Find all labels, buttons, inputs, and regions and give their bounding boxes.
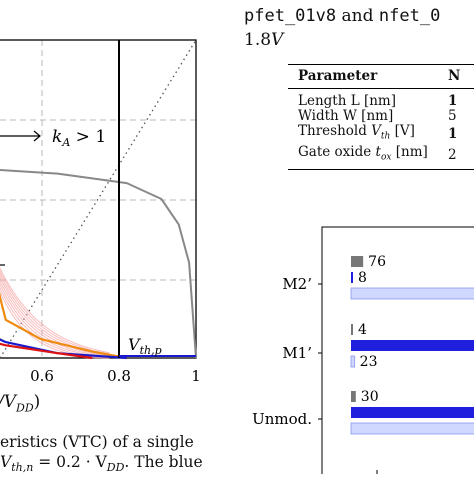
ka-arrow bbox=[0, 130, 41, 142]
vtc-series-line bbox=[0, 342, 93, 360]
bar bbox=[351, 407, 474, 418]
vtc-grid bbox=[0, 40, 196, 358]
param-label: Length L [nm] bbox=[298, 93, 396, 109]
table-row: Gate oxide tox [nm] 2 bbox=[288, 143, 457, 166]
vtc-series-line bbox=[0, 292, 128, 360]
right-text-line-2: 1.8V bbox=[244, 30, 284, 50]
vtc-red-family-curve bbox=[0, 269, 110, 355]
param-table-top-rule bbox=[288, 64, 474, 65]
bar-value-label: 4 bbox=[358, 322, 367, 338]
category-label-m2: M2’ bbox=[282, 275, 312, 293]
vtc-red-family-curve bbox=[0, 267, 110, 354]
bar bbox=[351, 256, 364, 267]
vtc-caption-line-1: eristics (VTC) of a single bbox=[0, 433, 194, 451]
bar bbox=[351, 391, 356, 402]
vtc-red-family-curve bbox=[0, 272, 110, 356]
param-header-n: N bbox=[448, 68, 461, 84]
bar bbox=[351, 324, 353, 335]
vtc-series-line bbox=[0, 169, 197, 359]
bar bbox=[350, 287, 474, 300]
bar-value-label: 8 bbox=[358, 270, 367, 286]
vtc-red-family-curve bbox=[0, 275, 110, 357]
bar-value-label: 76 bbox=[368, 254, 386, 270]
param-value: 2 bbox=[448, 146, 457, 163]
param-header-parameter: Parameter bbox=[298, 68, 378, 84]
bar-value-label: 23 bbox=[360, 354, 378, 370]
bar-chart-bars: 768 4 23 30 bbox=[350, 254, 474, 435]
param-table: Parameter N bbox=[288, 65, 460, 88]
category-label-unmod: Unmod. bbox=[252, 410, 312, 428]
param-table-wrap: Parameter N Length L [nm] 1 Width W [nm]… bbox=[288, 64, 474, 171]
bar bbox=[351, 272, 353, 283]
vtc-xlabel: /VDD) bbox=[0, 392, 41, 415]
vtc-caption-line-2: Vth,n = 0.2 · VDD. The blue bbox=[0, 453, 203, 475]
param-table-mid-rule bbox=[288, 88, 474, 89]
param-value: 1 bbox=[448, 125, 458, 142]
vthp-annotation: Vth,p bbox=[128, 335, 162, 357]
param-label: Gate oxide tox [nm] bbox=[298, 143, 428, 163]
bar bbox=[351, 340, 474, 351]
x-tick-1: 1 bbox=[191, 367, 201, 385]
param-value: 1 bbox=[448, 93, 458, 109]
bar bbox=[350, 355, 356, 368]
x-tick-0-6: 0.6 bbox=[30, 367, 54, 385]
bar-chart: M2’ M1’ Unmod. 768 4 23 30 bbox=[252, 226, 474, 474]
right-text-line-1: pfet_01v8 and nfet_0 bbox=[244, 6, 441, 26]
bar-chart-ticks bbox=[318, 283, 378, 474]
param-label: Width W [nm] bbox=[298, 108, 394, 124]
bar-value-label: 30 bbox=[361, 389, 379, 405]
table-row: Width W [nm] 5 bbox=[288, 109, 457, 124]
x-tick-0-8: 0.8 bbox=[107, 367, 131, 385]
vtc-plot: kA > 1 Vth,p 0.6 0.8 1 bbox=[0, 39, 201, 385]
param-table-body: Length L [nm] 1 Width W [nm] 5 Threshold… bbox=[288, 94, 457, 165]
vtc-series-group bbox=[0, 169, 197, 360]
table-row: Threshold Vth [V] 1 bbox=[288, 124, 457, 145]
param-label: Threshold Vth [V] bbox=[298, 123, 415, 142]
category-label-m1: M1’ bbox=[282, 344, 312, 362]
param-table-header: Parameter N bbox=[288, 65, 460, 88]
param-table-bottom-rule bbox=[288, 169, 474, 171]
bar bbox=[350, 422, 474, 435]
bar-chart-frame bbox=[321, 226, 474, 474]
vtc-red-family-curve bbox=[0, 279, 110, 358]
param-value: 5 bbox=[448, 108, 457, 124]
vtc-identity-line bbox=[0, 39, 197, 359]
table-row: Length L [nm] 1 bbox=[288, 94, 457, 109]
ka-annotation: kA > 1 bbox=[52, 127, 106, 149]
vtc-series-line bbox=[0, 338, 127, 360]
